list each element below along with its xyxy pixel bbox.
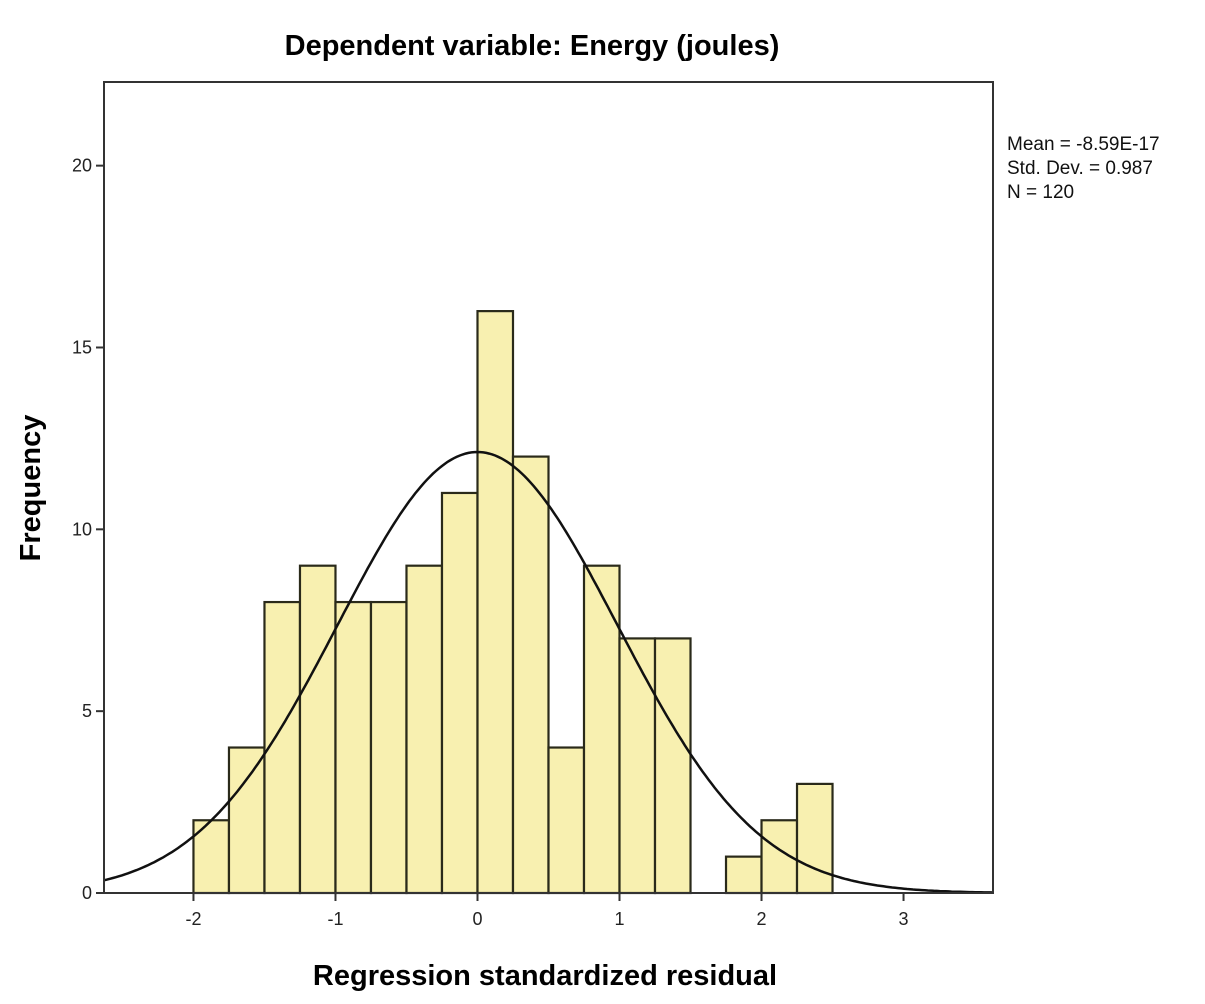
histogram-bar xyxy=(476,310,515,895)
histogram-bar xyxy=(582,564,621,895)
normal-curve xyxy=(103,450,994,894)
y-tick-label: 20 xyxy=(72,156,92,176)
histogram-bar xyxy=(511,455,550,895)
x-tick-label: -2 xyxy=(185,909,201,929)
histogram-bar xyxy=(795,782,834,895)
histogram-bar xyxy=(653,637,692,895)
y-tick-label: 10 xyxy=(72,519,92,539)
bars-group xyxy=(192,310,834,895)
histogram-bar xyxy=(547,746,586,895)
histogram-bar xyxy=(227,746,266,895)
stat-std-dev: Std. Dev. = 0.987 xyxy=(1007,158,1153,179)
y-tick-label: 5 xyxy=(82,701,92,721)
histogram-bar xyxy=(440,491,479,895)
x-tick-label: 3 xyxy=(899,909,909,929)
x-tick-label: 1 xyxy=(614,909,624,929)
histogram-bar xyxy=(618,637,657,895)
x-tick-label: -1 xyxy=(327,909,343,929)
chart-title: Dependent variable: Energy (joules) xyxy=(285,30,780,62)
histogram-bar xyxy=(405,564,444,895)
plot-frame xyxy=(103,81,994,894)
histogram-bar xyxy=(369,600,408,895)
x-axis-label: Regression standardized residual xyxy=(313,960,777,992)
y-tick-label: 0 xyxy=(82,883,92,903)
x-tick-label: 0 xyxy=(472,909,482,929)
histogram-bar xyxy=(298,564,337,895)
y-axis-label: Frequency xyxy=(15,415,47,562)
y-tick-label: 15 xyxy=(72,337,92,357)
histogram-bar xyxy=(724,855,763,895)
x-tick-label: 2 xyxy=(757,909,767,929)
stat-mean: Mean = -8.59E-17 xyxy=(1007,134,1160,155)
ticks-group: -2 -1 0 1 2 3 0 5 10 15 20 xyxy=(72,156,909,929)
stat-n: N = 120 xyxy=(1007,182,1074,203)
histogram-bar xyxy=(334,600,373,895)
